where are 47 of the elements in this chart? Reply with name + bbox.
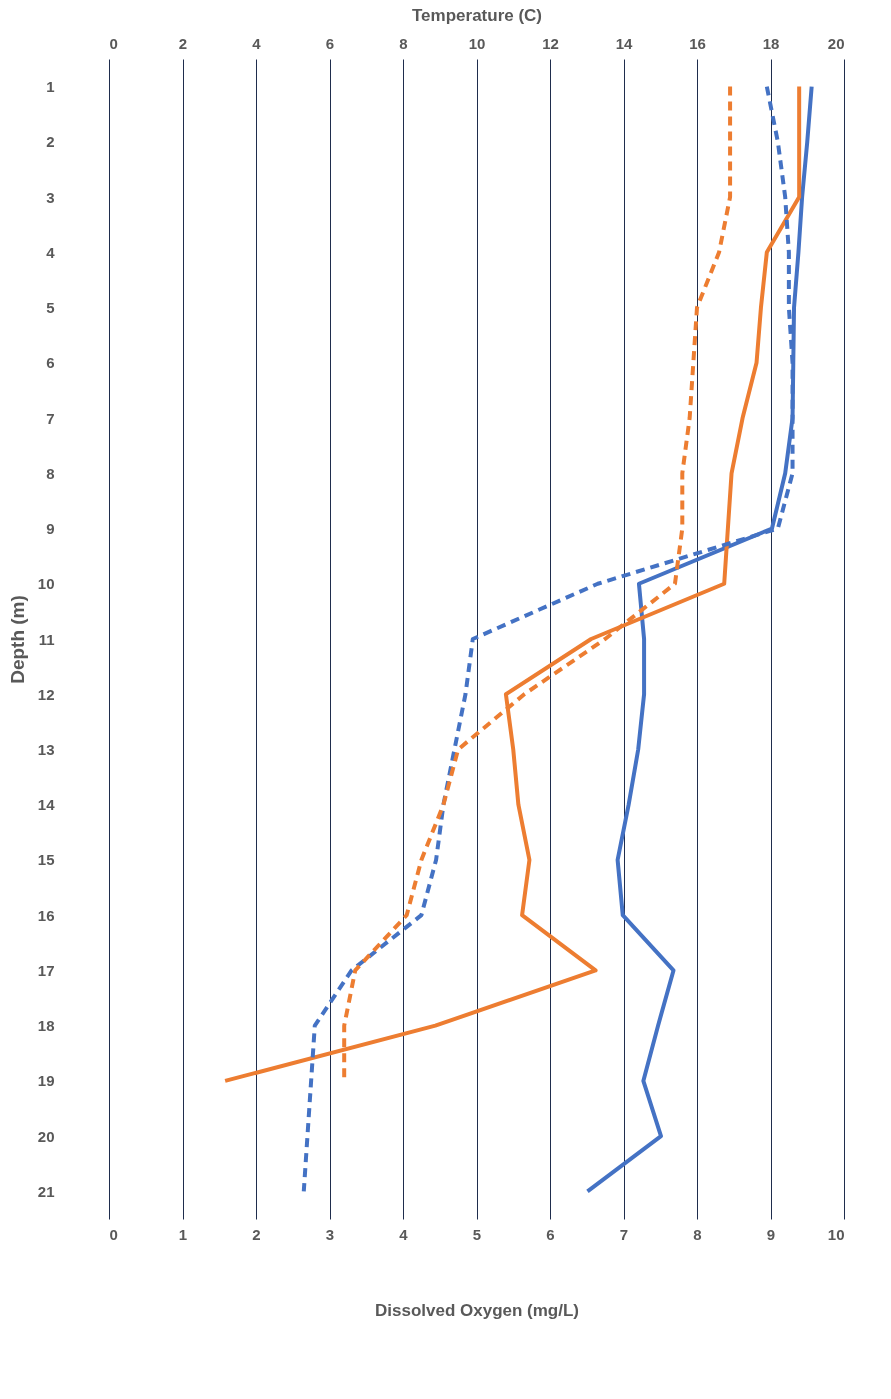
y-tick-label: 5: [46, 299, 55, 317]
x-tick-label: 10: [827, 1225, 845, 1243]
y-tick-label: 2: [46, 133, 55, 151]
y-tick-label: 4: [46, 243, 56, 261]
x-tick-label: 5: [472, 1225, 482, 1243]
x2-tick-label: 4: [252, 34, 262, 52]
x-tick-label: 6: [546, 1225, 555, 1243]
y-tick-label: 7: [46, 409, 55, 427]
x2-tick-label: 12: [542, 34, 559, 52]
x-tick-label: 7: [619, 1225, 629, 1243]
x2-axis-title: Temperature (C): [411, 5, 543, 25]
y-tick-label: 13: [37, 740, 55, 758]
x-tick-label: 4: [399, 1225, 409, 1243]
x-tick-label: 8: [693, 1225, 702, 1243]
y-tick-label: 9: [46, 520, 55, 538]
y-tick-label: 20: [37, 1127, 55, 1145]
x2-tick-label: 2: [178, 34, 188, 52]
x2-tick-label: 18: [762, 34, 780, 52]
y-tick-label: 8: [46, 464, 55, 482]
x-tick-label: 0: [109, 1225, 118, 1243]
y-tick-label: 12: [37, 685, 55, 703]
y-tick-label: 1: [46, 78, 55, 96]
y-tick-label: 17: [37, 961, 55, 979]
x2-tick-label: 14: [615, 34, 633, 52]
x2-tick-label: 8: [399, 34, 408, 52]
x-tick-label: 2: [252, 1225, 261, 1243]
x2-tick-label: 6: [325, 34, 335, 52]
x2-tick-label: 16: [689, 34, 706, 52]
y-tick-label: 3: [46, 188, 55, 206]
y-tick-label: 14: [37, 796, 56, 814]
y-tick-label: 21: [37, 1182, 55, 1200]
y-tick-label: 10: [37, 575, 55, 593]
line-series: [223, 84, 802, 1083]
y-tick-label: 15: [37, 851, 55, 869]
y-tick-label: 6: [46, 354, 55, 372]
x-tick-label: 3: [325, 1225, 335, 1243]
x2-tick-label: 20: [827, 34, 845, 52]
x2-tick-label: 10: [468, 34, 486, 52]
y-tick-label: 11: [38, 630, 55, 648]
x-axis-title: Dissolved Oxygen (mg/L): [374, 1300, 580, 1320]
x-tick-label: 1: [178, 1225, 188, 1243]
x2-tick-label: 0: [109, 34, 118, 52]
y-axis-title: Depth (m): [6, 595, 28, 684]
y-tick-label: 18: [37, 1017, 55, 1035]
y-tick-label: 19: [37, 1072, 55, 1090]
y-tick-label: 16: [37, 906, 55, 924]
x-tick-label: 9: [766, 1225, 776, 1243]
